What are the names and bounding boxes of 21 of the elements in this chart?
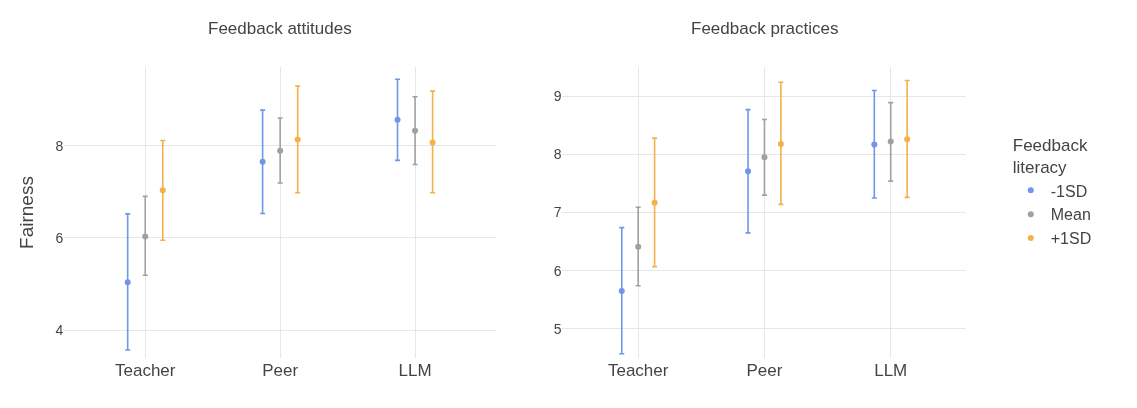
y-tick-label: 8 <box>55 137 64 154</box>
x-tick-label: Peer <box>262 360 299 380</box>
legend-label: +1SD <box>1050 230 1092 248</box>
y-tick-label: 9 <box>553 88 562 105</box>
legend-title: Feedback literacy <box>1012 136 1088 178</box>
x-tick-label: LLM <box>874 360 908 380</box>
chart-title: Feedback attitudes <box>208 19 352 38</box>
x-tick-label: Teacher <box>114 360 176 380</box>
y-tick-label: 8 <box>553 146 562 163</box>
legend-label: Mean <box>1050 206 1091 224</box>
x-tick-label: LLM <box>398 360 432 380</box>
y-tick-label: 4 <box>55 322 64 339</box>
x-tick-label: Peer <box>746 360 783 380</box>
y-tick-label: 5 <box>553 320 562 337</box>
y-axis-title: Fairness <box>16 176 38 249</box>
y-tick-label: 7 <box>553 204 562 221</box>
y-tick-label: 6 <box>553 262 562 279</box>
x-tick-label: Teacher <box>607 360 669 380</box>
legend-label: -1SD <box>1050 182 1088 200</box>
chart-title: Feedback practices <box>691 19 839 38</box>
y-tick-label: 6 <box>55 229 64 246</box>
